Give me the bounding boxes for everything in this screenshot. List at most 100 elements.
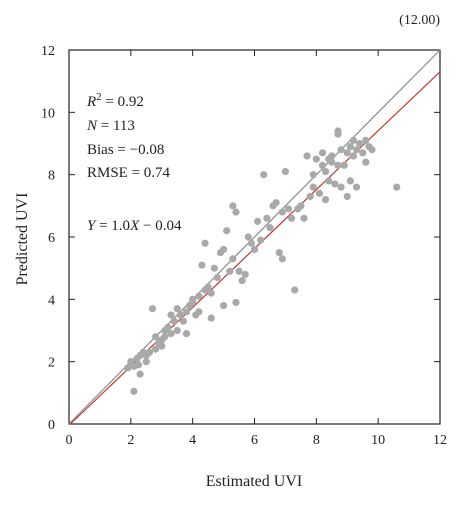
- x-tick-label: 2: [127, 433, 134, 448]
- data-point: [260, 171, 268, 179]
- data-point: [173, 326, 181, 335]
- data-point: [263, 214, 271, 222]
- x-axis-title: Estimated UVI: [206, 473, 302, 490]
- data-point: [359, 149, 367, 157]
- data-point: [334, 161, 342, 169]
- data-point: [337, 183, 345, 191]
- x-tick-label: 6: [251, 433, 258, 448]
- data-point: [318, 161, 327, 169]
- data-point: [247, 239, 256, 247]
- y-tick-label: 2: [48, 356, 55, 371]
- data-point: [331, 180, 339, 188]
- y-tick-label: 10: [41, 106, 55, 121]
- data-point: [195, 292, 203, 300]
- data-point: [278, 208, 286, 216]
- data-point: [257, 236, 265, 244]
- data-point: [325, 177, 333, 185]
- data-point: [130, 387, 138, 395]
- data-point: [362, 158, 370, 166]
- stat-superscript: 2: [96, 91, 102, 103]
- stat-line: N = 113: [86, 118, 135, 134]
- data-point: [232, 208, 240, 216]
- data-point: [201, 239, 209, 247]
- equation-x-variable: X: [129, 218, 140, 234]
- data-point: [322, 196, 330, 204]
- data-point: [136, 370, 144, 378]
- data-point: [170, 317, 178, 325]
- data-point: [164, 323, 172, 331]
- data-point: [250, 245, 259, 254]
- data-point: [266, 224, 274, 232]
- y-axis-title: Predicted UVI: [14, 193, 31, 286]
- data-point: [142, 358, 150, 366]
- data-point: [300, 214, 308, 222]
- data-point: [349, 136, 358, 144]
- equation-middle: = 1.0: [95, 218, 130, 234]
- stat-value: = 0.92: [102, 94, 144, 110]
- data-point: [134, 361, 143, 369]
- data-point: [312, 155, 320, 163]
- y-tick-label: 4: [48, 293, 55, 308]
- data-point: [219, 301, 228, 310]
- data-point: [229, 202, 237, 210]
- data-point: [253, 217, 262, 226]
- stat-text: Bias = −0.08: [87, 142, 164, 158]
- y-tick-label: 12: [41, 44, 55, 59]
- stat-value: = 113: [97, 118, 135, 134]
- data-point: [281, 167, 290, 176]
- data-point: [297, 202, 305, 210]
- data-point: [232, 298, 240, 307]
- stat-text: RMSE = 0.74: [87, 165, 171, 181]
- data-point: [393, 183, 401, 191]
- data-point: [340, 161, 348, 169]
- data-point: [346, 177, 354, 185]
- data-point: [328, 152, 336, 160]
- data-point: [306, 192, 314, 201]
- data-point: [352, 183, 361, 191]
- data-point: [318, 149, 327, 157]
- data-point: [334, 127, 342, 135]
- data-point: [167, 311, 175, 319]
- data-point: [151, 345, 160, 353]
- equation-y-variable: Y: [87, 218, 97, 234]
- data-point: [291, 286, 299, 294]
- data-point: [288, 214, 296, 222]
- data-points: [124, 127, 401, 395]
- data-point: [223, 227, 231, 235]
- data-point: [167, 330, 175, 338]
- stat-line: Bias = −0.08: [87, 142, 164, 158]
- data-point: [198, 261, 206, 269]
- data-point: [213, 273, 221, 282]
- data-point: [207, 289, 215, 297]
- data-point: [343, 192, 351, 201]
- data-point: [182, 330, 191, 338]
- data-point: [204, 283, 212, 291]
- data-point: [241, 270, 249, 278]
- data-point: [210, 264, 218, 272]
- data-point: [356, 139, 364, 148]
- equation-end: − 0.04: [139, 218, 182, 234]
- data-point: [322, 167, 330, 176]
- data-point: [303, 152, 311, 160]
- stat-variable: N: [86, 118, 98, 134]
- data-point: [244, 233, 252, 241]
- y-tick-label: 8: [48, 169, 55, 184]
- stat-line: RMSE = 0.74: [87, 165, 171, 181]
- stat-line: R2 = 0.92: [86, 91, 144, 110]
- data-point: [284, 205, 293, 213]
- data-point: [275, 248, 283, 257]
- data-point: [226, 267, 234, 275]
- data-point: [148, 305, 157, 313]
- x-tick-label: 12: [433, 433, 447, 448]
- data-point: [173, 305, 181, 313]
- data-point: [229, 255, 237, 263]
- data-point: [352, 146, 361, 154]
- data-point: [151, 333, 160, 341]
- data-point: [368, 146, 376, 154]
- data-point: [176, 311, 184, 319]
- data-point: [207, 314, 215, 322]
- data-point: [343, 149, 351, 157]
- corner-label: (12.00): [399, 13, 440, 28]
